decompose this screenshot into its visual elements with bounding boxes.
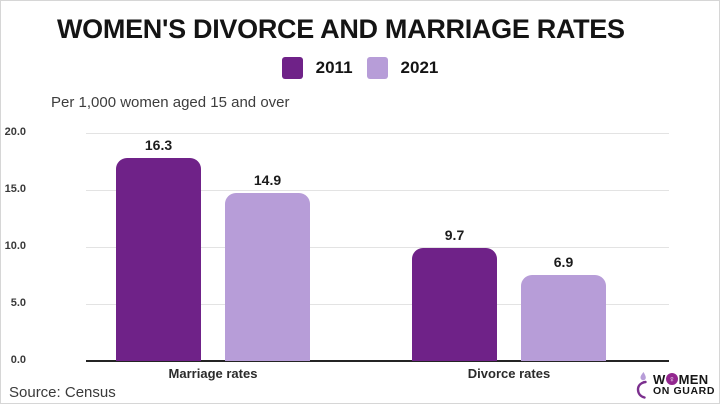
y-tick-label-5.0: 5.0 (10, 297, 26, 309)
category-label-marriage: Marriage rates (168, 366, 258, 381)
y-tick-label-10.0: 10.0 (4, 240, 26, 252)
y-tick-label-20.0: 20.0 (4, 126, 26, 138)
legend-label-2021: 2021 (400, 58, 439, 77)
bar-2011-divorce (412, 248, 497, 361)
source-note: Source: Census (9, 384, 116, 401)
bar-2011-marriage (116, 158, 201, 361)
gridline-10.0 (86, 247, 669, 248)
gridline-15.0 (86, 190, 669, 191)
chart-legend: 2011 2021 (1, 57, 719, 79)
legend-label-2011: 2011 (315, 58, 353, 77)
bar-chart-plot-area: 20.0 15.0 10.0 5.0 0.0 16.3 14.9 9.7 6.9 (5, 126, 669, 366)
chart-subtitle: Per 1,000 women aged 15 and over (51, 94, 290, 111)
female-symbol-icon: ♀ (666, 373, 679, 386)
legend-item-2021: 2021 (366, 57, 439, 79)
brand-logo: W ♀ MEN ON GUARD (635, 370, 715, 400)
brand-logo-text: W ♀ MEN ON GUARD (653, 373, 715, 398)
hand-spray-icon (636, 372, 647, 399)
gridline-20.0 (86, 133, 669, 134)
bar-2021-marriage (225, 193, 310, 361)
legend-item-2011: 2011 (281, 57, 353, 79)
y-tick-label-0.0: 0.0 (10, 354, 26, 366)
brand-logo-line2: ON GUARD (653, 385, 715, 398)
bar-value-label-6.9: 6.9 (553, 254, 574, 270)
bar-value-label-16.3: 16.3 (144, 137, 173, 153)
legend-swatch-2011 (281, 57, 303, 79)
category-label-divorce: Divorce rates (467, 366, 551, 381)
bar-value-label-9.7: 9.7 (444, 227, 465, 243)
gridline-5.0 (86, 304, 669, 305)
legend-swatch-2021 (366, 57, 388, 79)
x-axis-baseline (86, 360, 669, 362)
bar-value-label-14.9: 14.9 (253, 172, 282, 188)
brand-logo-line1: W ♀ MEN (653, 371, 709, 387)
page-title: WOMEN'S DIVORCE AND MARRIAGE RATES (57, 14, 625, 44)
y-tick-label-15.0: 15.0 (4, 183, 26, 195)
bar-2021-divorce (521, 275, 606, 361)
